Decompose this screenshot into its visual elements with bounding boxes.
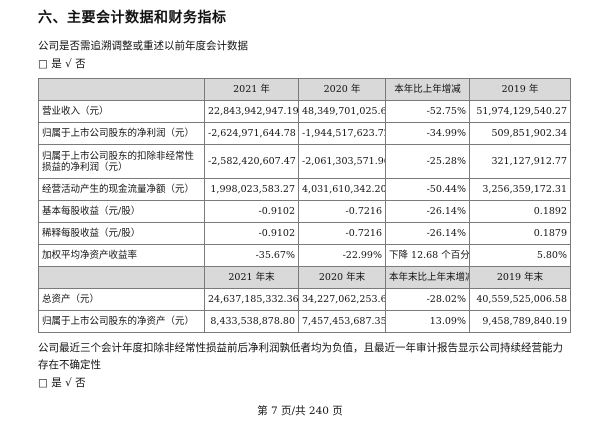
- restate-question: 公司是否需追溯调整或重述以前年度会计数据: [38, 40, 248, 52]
- table-row: 加权平均净资产收益率 -35.67% -22.99% 下降 12.68 个百分点…: [38, 244, 571, 267]
- value-cell: -28.02%: [385, 288, 470, 311]
- row-label: 总资产（元）: [38, 288, 205, 311]
- header-cell: 2019 年: [469, 78, 571, 101]
- value-cell: 22,843,942,947.19: [204, 100, 299, 123]
- row-label: 基本每股收益（元/股）: [38, 200, 205, 223]
- value-cell: -0.7216: [298, 200, 386, 223]
- table-row: 归属于上市公司股东的净利润（元） -2,624,971,644.78 -1,94…: [38, 122, 571, 145]
- header-cell: 本年末比上年末增减: [385, 266, 470, 289]
- row-label: 经营活动产生的现金流量净额（元）: [38, 178, 205, 201]
- value-cell: 34,227,062,253.61: [298, 288, 386, 311]
- value-cell: -35.67%: [204, 244, 299, 267]
- header-cell: [38, 78, 205, 101]
- table-row: 营业收入（元） 22,843,942,947.19 48,349,701,025…: [38, 100, 571, 123]
- table-header-row: 2021 年 2020 年 本年比上年增减 2019 年: [38, 78, 571, 101]
- value-cell: 24,637,185,332.36: [204, 288, 299, 311]
- row-label: 稀释每股收益（元/股）: [38, 222, 205, 245]
- value-cell: -25.28%: [385, 144, 470, 179]
- value-cell: 321,127,912.77: [469, 144, 571, 179]
- value-cell: 40,559,525,006.58: [469, 288, 571, 311]
- header-cell: 2019 年末: [469, 266, 571, 289]
- value-cell: -0.9102: [204, 200, 299, 223]
- value-cell: -50.44%: [385, 178, 470, 201]
- table-header-row: 2021 年末 2020 年末 本年末比上年末增减 2019 年末: [38, 266, 571, 289]
- going-concern-note: 公司最近三个会计年度扣除非经常性损益前后净利润孰低者均为负值，且最近一年审计报告…: [38, 342, 563, 371]
- value-cell: -0.7216: [298, 222, 386, 245]
- table-row: 基本每股收益（元/股） -0.9102 -0.7216 -26.14% 0.18…: [38, 200, 571, 223]
- value-cell: -2,061,303,571.96: [298, 144, 386, 179]
- value-cell: 509,851,902.34: [469, 122, 571, 145]
- value-cell: 0.1892: [469, 200, 571, 223]
- value-cell: 13.09%: [385, 310, 470, 333]
- value-cell: 51,974,129,540.27: [469, 100, 571, 123]
- value-cell: 48,349,701,025.62: [298, 100, 386, 123]
- section-heading: 六、主要会计数据和财务指标: [38, 10, 227, 26]
- table-row: 经营活动产生的现金流量净额（元） 1,998,023,583.27 4,031,…: [38, 178, 571, 201]
- row-label: 归属于上市公司股东的扣除非经常性损益的净利润（元）: [38, 144, 205, 179]
- header-cell: 2021 年末: [204, 266, 299, 289]
- value-cell: 8,433,538,878.80: [204, 310, 299, 333]
- header-cell: 2020 年末: [298, 266, 386, 289]
- value-cell: -2,582,420,607.47: [204, 144, 299, 179]
- value-cell: -52.75%: [385, 100, 470, 123]
- table-row: 归属于上市公司股东的扣除非经常性损益的净利润（元） -2,582,420,607…: [38, 144, 571, 179]
- value-cell: -26.14%: [385, 200, 470, 223]
- value-cell: -26.14%: [385, 222, 470, 245]
- header-cell: 2020 年: [298, 78, 386, 101]
- value-cell: -0.9102: [204, 222, 299, 245]
- value-cell: -34.99%: [385, 122, 470, 145]
- value-cell: 5.80%: [469, 244, 571, 267]
- value-cell: -2,624,971,644.78: [204, 122, 299, 145]
- value-cell: -22.99%: [298, 244, 386, 267]
- header-cell: 本年比上年增减: [385, 78, 470, 101]
- value-cell: 9,458,789,840.19: [469, 310, 571, 333]
- value-cell: 4,031,610,342.20: [298, 178, 386, 201]
- table-row: 总资产（元） 24,637,185,332.36 34,227,062,253.…: [38, 288, 571, 311]
- table-row: 归属于上市公司股东的净资产（元） 8,433,538,878.80 7,457,…: [38, 310, 571, 333]
- value-cell: 0.1879: [469, 222, 571, 245]
- financial-data-table: 2021 年 2020 年 本年比上年增减 2019 年 营业收入（元） 22,…: [38, 78, 571, 333]
- row-label: 营业收入（元）: [38, 100, 205, 123]
- value-cell: 1,998,023,583.27: [204, 178, 299, 201]
- value-cell: 下降 12.68 个百分点: [385, 244, 470, 267]
- table-row: 稀释每股收益（元/股） -0.9102 -0.7216 -26.14% 0.18…: [38, 222, 571, 245]
- row-label: 归属于上市公司股东的净利润（元）: [38, 122, 205, 145]
- page-number: 第 7 页/共 240 页: [257, 405, 343, 417]
- value-cell: -1,944,517,623.72: [298, 122, 386, 145]
- row-label: 加权平均净资产收益率: [38, 244, 205, 267]
- restate-answer: □ 是 √ 否: [38, 58, 86, 70]
- value-cell: 3,256,359,172.31: [469, 178, 571, 201]
- row-label: 归属于上市公司股东的净资产（元）: [38, 310, 205, 333]
- value-cell: 7,457,453,687.35: [298, 310, 386, 333]
- going-concern-answer: □ 是 √ 否: [38, 377, 86, 389]
- header-cell: [38, 266, 205, 289]
- header-cell: 2021 年: [204, 78, 299, 101]
